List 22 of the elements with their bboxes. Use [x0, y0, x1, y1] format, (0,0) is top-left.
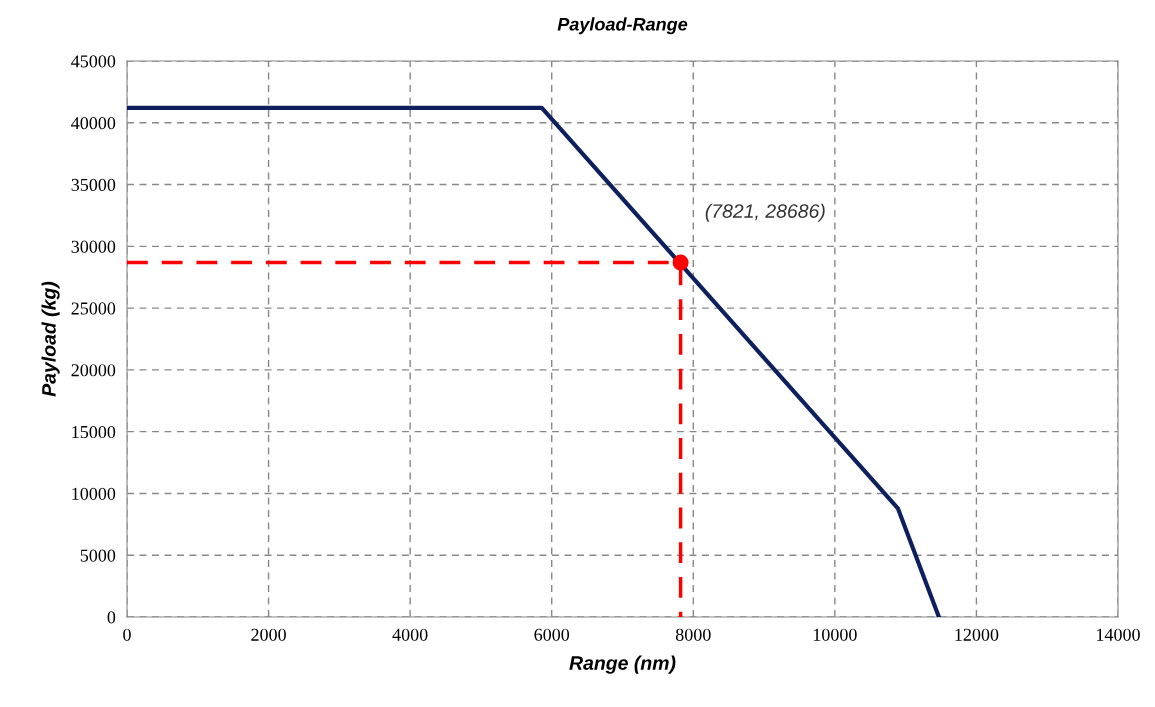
- y-tick-label: 45000: [71, 55, 116, 68]
- x-tick-label: 4000: [392, 628, 428, 641]
- annotation: (7821, 28686): [705, 203, 825, 222]
- y-tick-label: 30000: [71, 240, 116, 253]
- y-tick-label: 25000: [71, 302, 116, 315]
- y-axis-title: Payload (kg): [41, 281, 60, 397]
- y-tick-label: 15000: [72, 425, 116, 439]
- y-tick-label: 0: [107, 611, 116, 624]
- y-tick-label: 35000: [71, 178, 116, 191]
- x-tick-label: 10000: [813, 628, 857, 641]
- x-tick-label: 14000: [1097, 628, 1140, 641]
- x-tick-label: 2000: [251, 628, 286, 641]
- chart-title: Payload-Range: [557, 17, 688, 35]
- y-tick-label: 10000: [72, 487, 116, 500]
- x-tick-label: 12000: [955, 628, 999, 641]
- y-tick-label: 40000: [71, 117, 116, 130]
- y-tick-label: 5000: [80, 549, 116, 562]
- y-tick-label: 20000: [71, 364, 116, 377]
- x-tick-label: 6000: [534, 628, 570, 641]
- x-tick-label: 8000: [675, 628, 711, 641]
- x-axis-title: Range (nm): [569, 655, 676, 674]
- x-tick-label: 0: [123, 628, 131, 641]
